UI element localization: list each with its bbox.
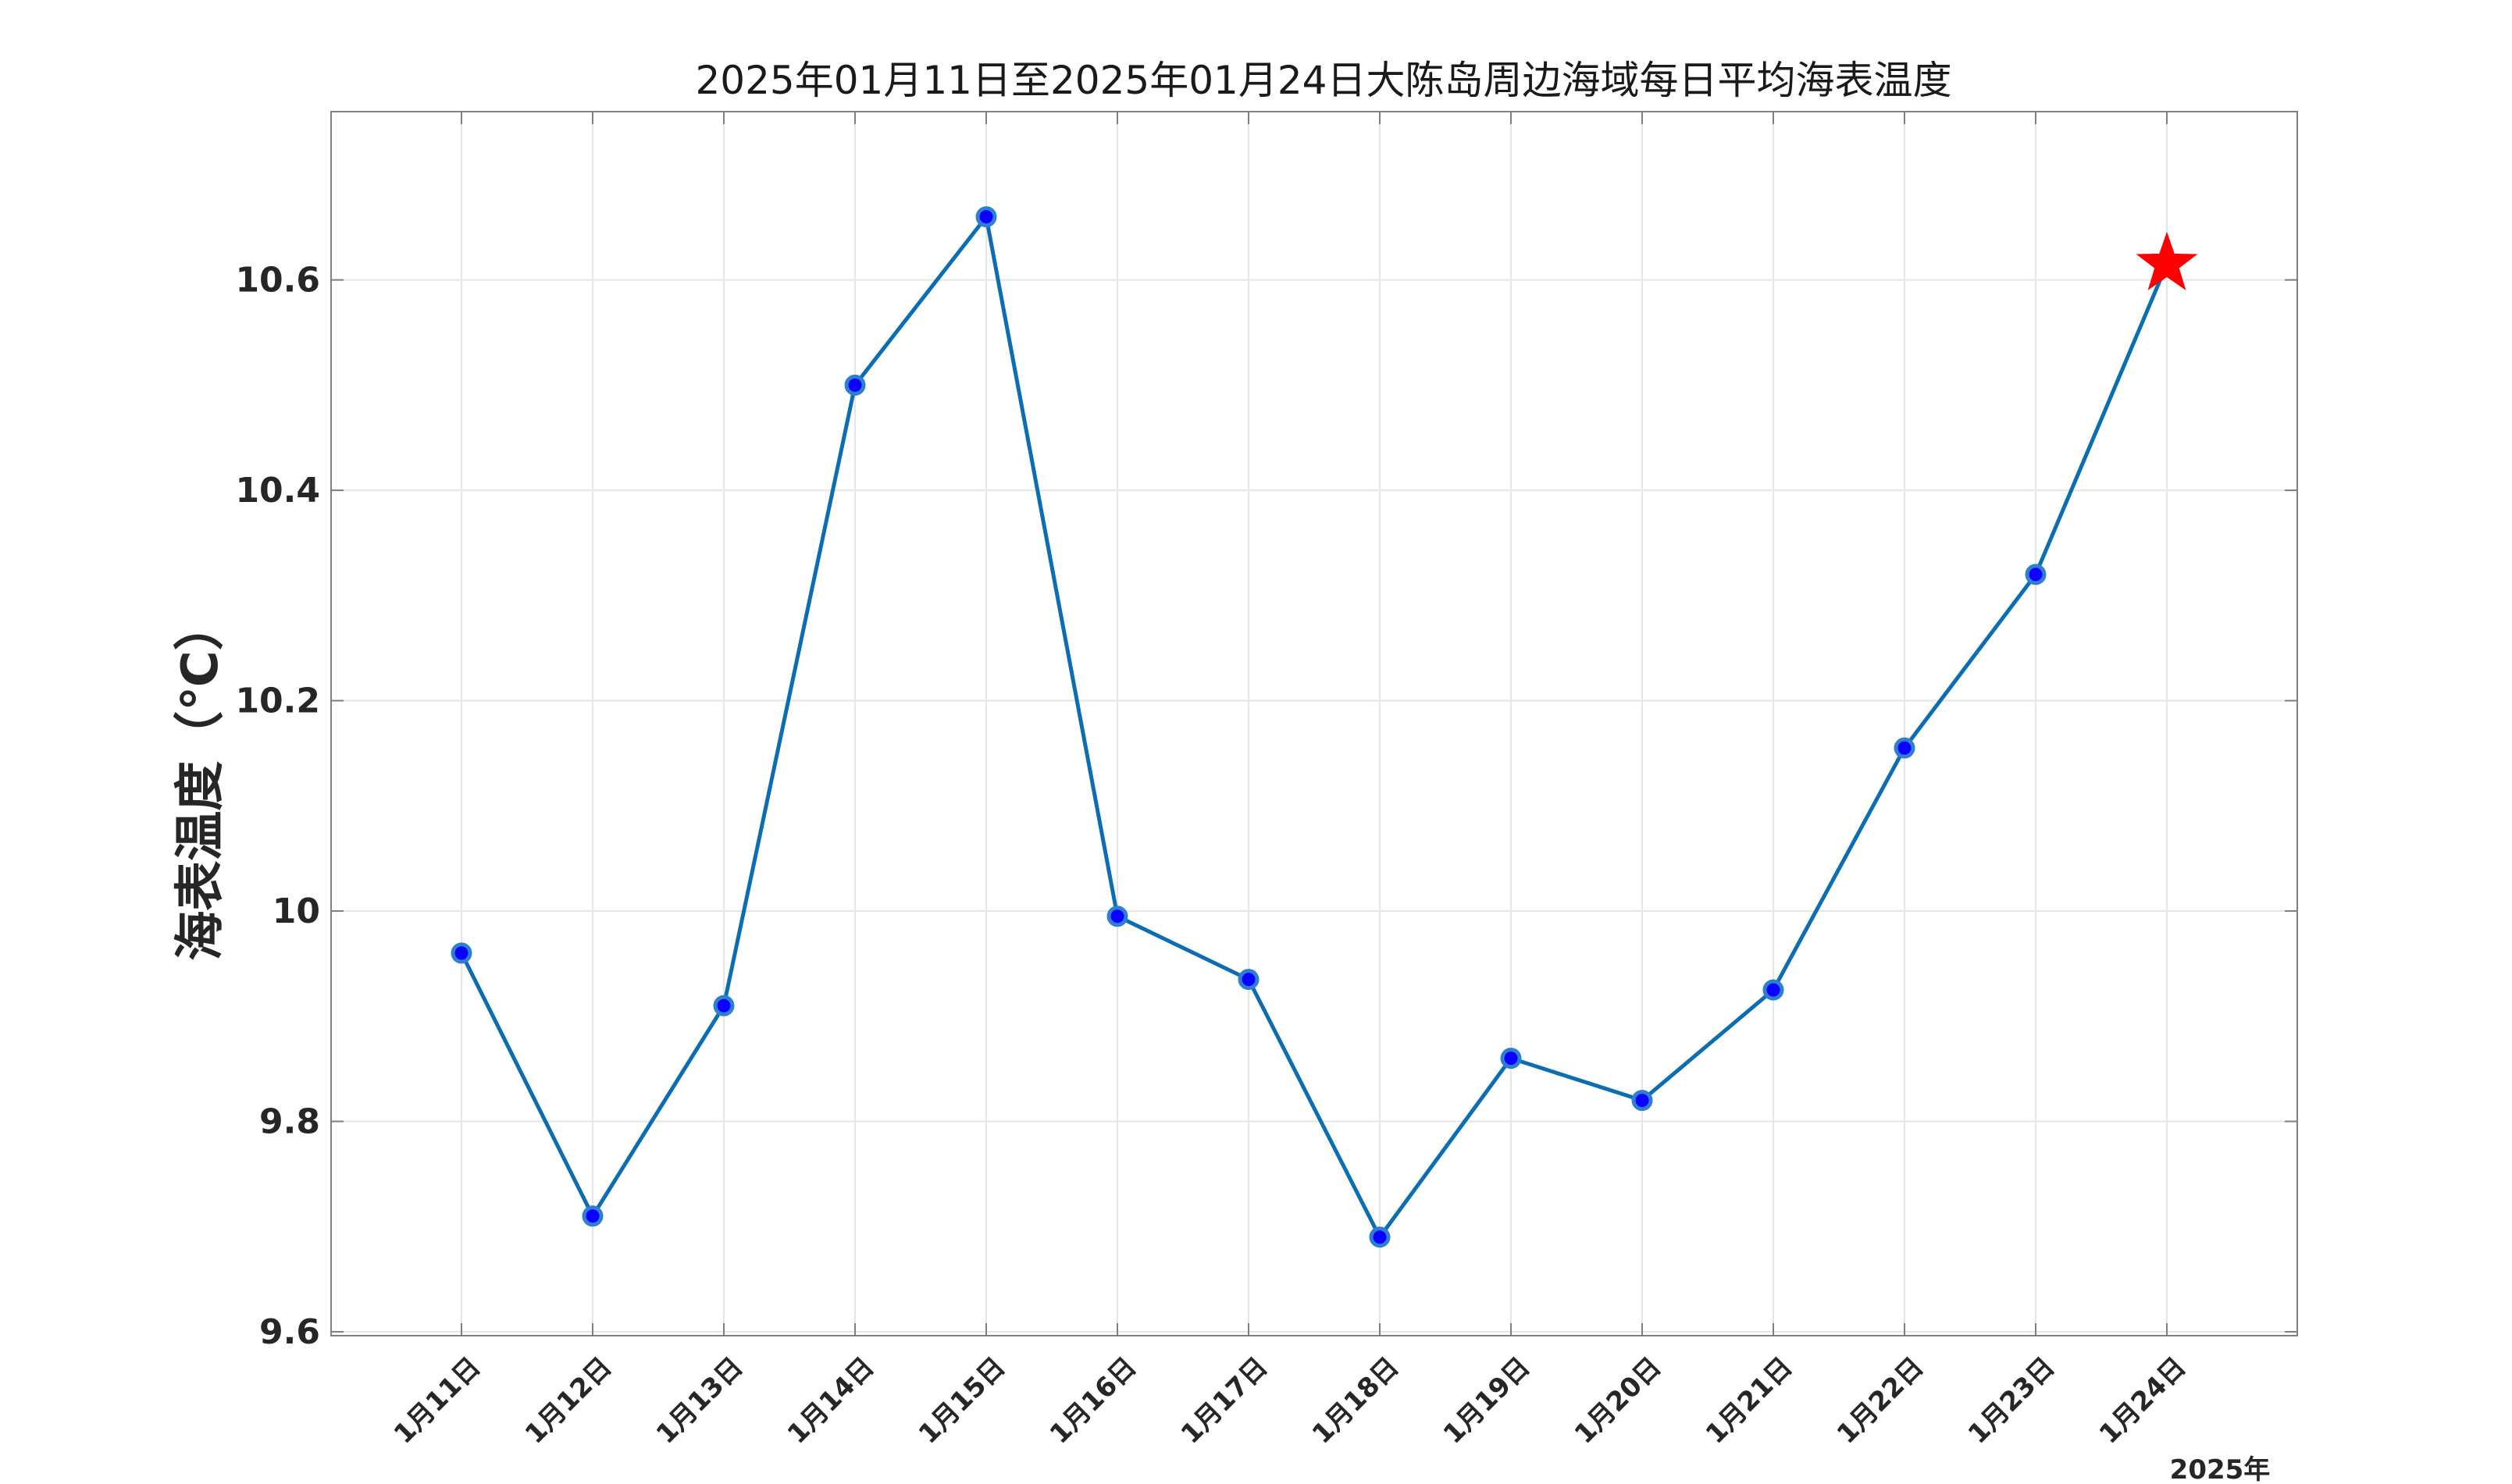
- y-tick-label: 9.8: [259, 1102, 320, 1142]
- x-tick-label: 1月16日: [1044, 1351, 1143, 1450]
- data-point-marker: [2025, 564, 2047, 585]
- y-axis-tick-labels: 9.6 9.8 10 10.2 10.4 10.6: [235, 261, 320, 1352]
- y-tick-label: 9.6: [259, 1312, 320, 1352]
- x-tick-label: 1月17日: [1175, 1351, 1274, 1450]
- data-point-marker: [1762, 979, 1784, 1001]
- data-point-marker: [1238, 969, 1260, 991]
- highlight-star-marker: [2136, 231, 2198, 290]
- data-point-marker: [1631, 1090, 1653, 1112]
- x-tick-label: 1月12日: [519, 1351, 618, 1450]
- data-point-marker: [975, 206, 997, 228]
- data-point-marker: [451, 942, 472, 964]
- x-tick-label: 1月11日: [388, 1351, 487, 1450]
- x-tick-label: 1月18日: [1306, 1351, 1406, 1450]
- data-point-marker: [1500, 1048, 1522, 1069]
- y-axis-label: 海表温度（℃）: [172, 600, 230, 961]
- x-axis-year-label: 2025年: [2170, 1454, 2271, 1484]
- data-point-marker: [582, 1205, 604, 1227]
- x-tick-label: 1月22日: [1831, 1351, 1930, 1450]
- data-point-marker: [713, 995, 735, 1016]
- y-tick-label: 10: [273, 891, 320, 931]
- axis-ticks: [331, 112, 2297, 1336]
- x-tick-label: 1月21日: [1700, 1351, 1799, 1450]
- y-tick-label: 10.6: [235, 261, 320, 301]
- x-tick-label: 1月19日: [1438, 1351, 1537, 1450]
- plot-area-frame: [330, 111, 2298, 1336]
- x-tick-label: 1月23日: [1962, 1351, 2061, 1450]
- x-tick-label: 1月13日: [650, 1351, 750, 1450]
- x-tick-label: 1月15日: [913, 1351, 1012, 1450]
- series-sst: [451, 206, 2198, 1248]
- data-point-marker: [844, 374, 866, 396]
- y-tick-label: 10.2: [235, 682, 320, 721]
- series-line: [459, 212, 2169, 1241]
- x-tick-label: 1月14日: [782, 1351, 881, 1450]
- y-tick-label: 10.4: [235, 471, 320, 511]
- data-point-marker: [1369, 1226, 1391, 1248]
- x-tick-label: 1月24日: [2093, 1351, 2193, 1450]
- data-point-marker: [1106, 906, 1128, 927]
- chart-title: 2025年01月11日至2025年01月24日大陈岛周边海域每日平均海表温度: [696, 58, 1952, 103]
- grid: [331, 112, 2297, 1336]
- x-tick-label: 1月20日: [1569, 1351, 1668, 1450]
- x-axis-tick-labels: 1月11日 1月12日 1月13日 1月14日 1月15日 1月16日 1月17日 1月18日…: [388, 1351, 2193, 1450]
- data-point-marker: [1894, 737, 1915, 759]
